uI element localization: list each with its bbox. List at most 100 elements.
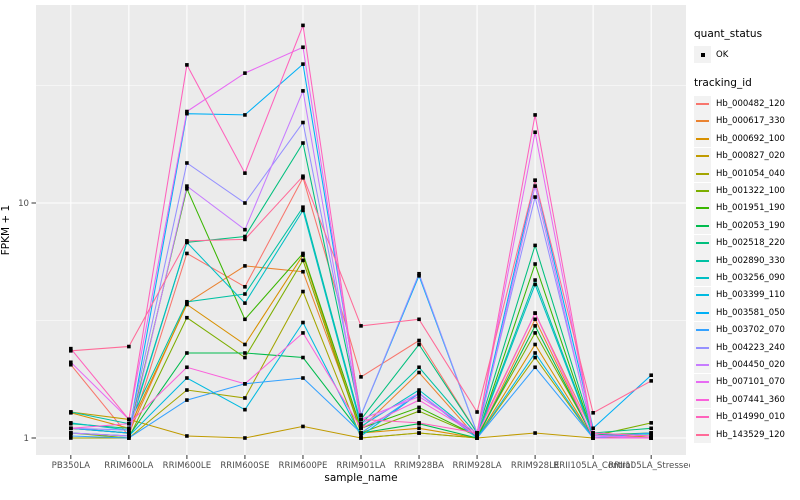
legend-line-swatch-icon bbox=[694, 199, 711, 217]
data-point bbox=[127, 417, 131, 422]
data-point bbox=[533, 243, 537, 248]
data-point bbox=[533, 342, 537, 347]
x-tick-label: RRII105LA_Control bbox=[553, 461, 633, 471]
legend-label: Hb_000692_100 bbox=[716, 133, 785, 144]
data-point bbox=[301, 355, 305, 360]
data-point bbox=[243, 396, 247, 400]
legend-item-Hb_003581_050: Hb_003581_050 bbox=[694, 304, 800, 322]
data-point bbox=[533, 195, 537, 199]
x-tick-label: RRIM928LA bbox=[452, 461, 501, 471]
quant-status-point-icon bbox=[694, 46, 711, 64]
legend-item-Hb_003256_090: Hb_003256_090 bbox=[694, 269, 800, 287]
data-point bbox=[243, 237, 247, 242]
data-point bbox=[475, 436, 479, 440]
line-chart: PB350LA RRIM600LA RRIM600LE RRIM600SE RRIM60… bbox=[0, 5, 690, 484]
data-point bbox=[185, 302, 189, 307]
data-point bbox=[127, 426, 131, 431]
data-point bbox=[591, 433, 595, 437]
legend-label: Hb_014990_010 bbox=[716, 412, 785, 423]
legend-line-swatch-icon bbox=[694, 286, 711, 304]
data-point bbox=[243, 407, 247, 412]
data-point bbox=[243, 292, 247, 296]
data-point bbox=[127, 344, 131, 349]
data-point bbox=[185, 351, 189, 355]
data-point bbox=[301, 120, 305, 125]
data-point bbox=[417, 271, 421, 276]
data-point bbox=[301, 258, 305, 263]
data-point bbox=[243, 264, 247, 268]
legend-item-Hb_003702_070: Hb_003702_070 bbox=[694, 321, 800, 339]
legend-item-Hb_007101_070: Hb_007101_070 bbox=[694, 373, 800, 391]
legend-item-Hb_143529_120: Hb_143529_120 bbox=[694, 426, 800, 443]
data-point bbox=[185, 315, 189, 320]
legend-item-Hb_004223_240: Hb_004223_240 bbox=[694, 339, 800, 357]
data-point bbox=[591, 436, 595, 440]
data-point bbox=[127, 421, 131, 426]
data-point bbox=[417, 421, 421, 425]
data-point bbox=[649, 379, 653, 383]
legend-label: Hb_003399_110 bbox=[716, 290, 785, 301]
legend-item-Hb_002053_190: Hb_002053_190 bbox=[694, 217, 800, 235]
legend-line-swatch-icon bbox=[694, 234, 711, 252]
legend-item-Hb_000617_330: Hb_000617_330 bbox=[694, 112, 800, 130]
legend-line-swatch-icon bbox=[694, 408, 711, 426]
data-point bbox=[243, 227, 247, 232]
legend-label: OK bbox=[716, 49, 729, 60]
data-point bbox=[243, 342, 247, 347]
legend-label: Hb_004223_240 bbox=[716, 342, 785, 353]
data-point bbox=[243, 234, 247, 239]
legend-line-swatch-icon bbox=[694, 112, 711, 130]
x-tick-label: RRIM600LA bbox=[104, 461, 153, 471]
data-point bbox=[359, 417, 363, 422]
legend-quant-status-title: quant_status bbox=[694, 28, 763, 40]
legend-line-swatch-icon bbox=[694, 391, 711, 409]
data-point bbox=[69, 434, 73, 438]
data-point bbox=[417, 370, 421, 375]
legend-tracking-id-title: tracking_id bbox=[694, 77, 752, 90]
legend-label: Hb_000482_120 bbox=[716, 99, 785, 110]
data-point bbox=[417, 388, 421, 392]
data-point bbox=[185, 251, 189, 256]
legend-line-swatch-icon bbox=[694, 269, 711, 287]
y-tick-label: 10 bbox=[18, 199, 29, 209]
data-point bbox=[649, 436, 653, 440]
legend-line-swatch-icon bbox=[694, 339, 711, 357]
data-point bbox=[185, 186, 189, 191]
data-point bbox=[649, 421, 653, 425]
data-point bbox=[417, 317, 421, 322]
data-point bbox=[127, 431, 131, 435]
data-point bbox=[243, 301, 247, 305]
data-point bbox=[591, 411, 595, 415]
x-axis-title: sample_name bbox=[324, 472, 398, 484]
data-point bbox=[301, 376, 305, 380]
data-point bbox=[417, 274, 421, 278]
data-point bbox=[301, 331, 305, 335]
data-point bbox=[359, 426, 363, 431]
data-point bbox=[475, 410, 479, 414]
legend-tracking-id-section: tracking_id Hb_000482_120 Hb_000617_330 Hb… bbox=[694, 77, 800, 443]
data-point bbox=[417, 409, 421, 414]
data-point bbox=[69, 346, 73, 351]
legend-item-Hb_002890_330: Hb_002890_330 bbox=[694, 252, 800, 270]
data-point bbox=[533, 331, 537, 335]
legend-line-swatch-icon bbox=[694, 130, 711, 148]
data-point bbox=[243, 71, 247, 75]
data-point bbox=[417, 398, 421, 402]
legend-label: Hb_002053_190 bbox=[716, 220, 785, 231]
data-point bbox=[359, 431, 363, 435]
data-point bbox=[243, 113, 247, 117]
legend-line-swatch-icon bbox=[694, 356, 711, 374]
data-point bbox=[69, 362, 73, 367]
data-point bbox=[649, 434, 653, 438]
legend-label: Hb_003256_090 bbox=[716, 272, 785, 283]
legend-item-Hb_000692_100: Hb_000692_100 bbox=[694, 130, 800, 148]
data-point bbox=[417, 405, 421, 410]
data-point bbox=[243, 351, 247, 355]
legend-line-swatch-icon bbox=[694, 373, 711, 391]
data-point bbox=[301, 208, 305, 213]
data-point bbox=[533, 365, 537, 370]
legend-label: Hb_001054_040 bbox=[716, 168, 785, 179]
x-tick-label: RRIM600LE bbox=[163, 461, 212, 471]
data-point bbox=[185, 299, 189, 304]
y-axis-title: FPKM + 1 bbox=[0, 204, 12, 256]
